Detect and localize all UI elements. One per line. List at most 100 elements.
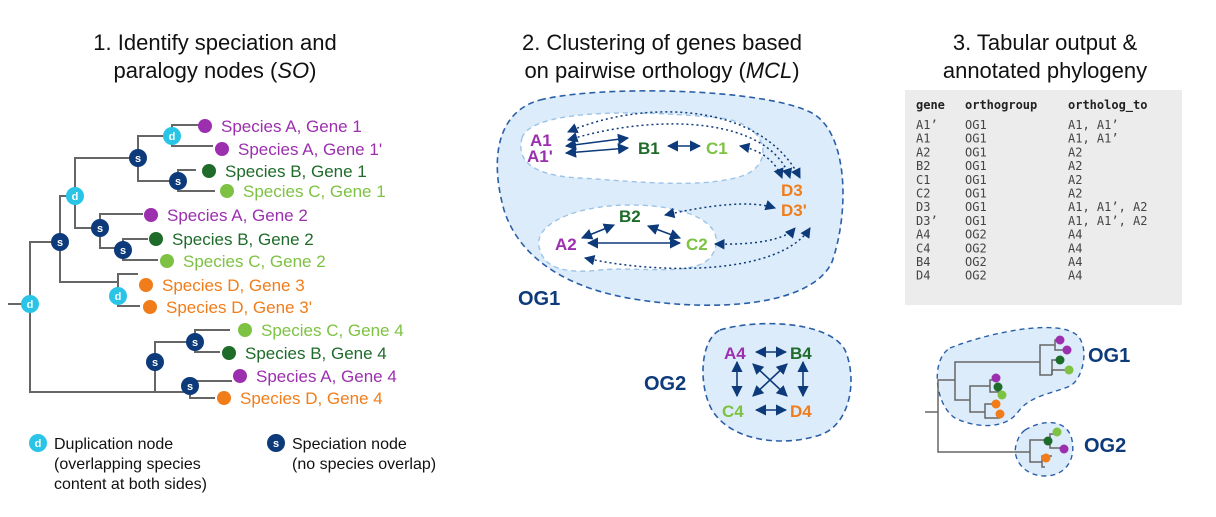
gene-b2: B2 bbox=[619, 207, 641, 226]
panel-1: 1. Identify speciation and paralogy node… bbox=[8, 30, 436, 493]
gene-a4: A4 bbox=[724, 344, 746, 363]
table-cell: OG2 bbox=[965, 228, 987, 242]
table-cell: OG1 bbox=[965, 200, 987, 214]
mini-leaf-dot bbox=[997, 390, 1007, 400]
table-cell: A1, A1’ bbox=[1068, 132, 1119, 146]
panel3-title-line1: 3. Tabular output & bbox=[953, 30, 1138, 55]
gene-c2: C2 bbox=[686, 235, 708, 254]
table-cell: A2 bbox=[1068, 187, 1082, 201]
mini-leaf-dot bbox=[1064, 365, 1074, 375]
panel2-title-line2: on pairwise orthology (MCL) bbox=[524, 58, 799, 83]
duplication-node: d bbox=[21, 295, 39, 313]
svg-text:d: d bbox=[115, 291, 122, 303]
gene-a1: A1 bbox=[530, 131, 552, 150]
og2-label: OG2 bbox=[644, 373, 686, 395]
table-cell: A2 bbox=[1068, 173, 1082, 187]
svg-text:s: s bbox=[192, 337, 198, 349]
mini-leaf-dot bbox=[1043, 436, 1053, 446]
leaf-dot bbox=[220, 184, 234, 198]
table-cell: A1’ bbox=[916, 118, 938, 132]
speciation-node: s bbox=[181, 377, 199, 395]
gene-b1: B1 bbox=[638, 139, 660, 158]
speciation-node: s bbox=[129, 149, 147, 167]
leaf-dot bbox=[217, 391, 231, 405]
table-cell: D3’ bbox=[916, 214, 938, 228]
leaf-dot bbox=[149, 232, 163, 246]
leaf-label: Species A, Gene 1 bbox=[221, 117, 362, 136]
legend-dup-line2: (overlapping species bbox=[54, 456, 201, 473]
table-cell: B4 bbox=[916, 255, 930, 269]
leaf-dot bbox=[143, 300, 157, 314]
table-header: gene bbox=[916, 98, 945, 112]
table-cell: B2 bbox=[916, 159, 930, 173]
table-cell: OG1 bbox=[965, 214, 987, 228]
table-cell: A4 bbox=[1068, 228, 1082, 242]
panel3-title-line2: annotated phylogeny bbox=[943, 58, 1147, 83]
table-cell: D4 bbox=[916, 269, 930, 283]
gene-c4: C4 bbox=[722, 402, 744, 421]
gene-a1p: A1' bbox=[527, 147, 553, 166]
leaf-label: Species C, Gene 1 bbox=[243, 182, 386, 201]
svg-text:d: d bbox=[169, 131, 176, 143]
leaf-dot bbox=[198, 119, 212, 133]
mini-leaf-dot bbox=[1041, 453, 1051, 463]
mini-leaf-dot bbox=[1052, 427, 1062, 437]
gene-d3p: D3' bbox=[781, 201, 807, 220]
gene-d4: D4 bbox=[790, 402, 812, 421]
table-cell: OG1 bbox=[965, 132, 987, 146]
leaf-label: Species A, Gene 4 bbox=[256, 367, 397, 386]
mini-leaf-dot bbox=[991, 399, 1001, 409]
og1-phylo-cluster bbox=[936, 326, 1085, 427]
gene-b4: B4 bbox=[790, 344, 812, 363]
table-cell: C4 bbox=[916, 241, 930, 255]
table-cell: C1 bbox=[916, 173, 930, 187]
legend-dup-line1: Duplication node bbox=[54, 436, 173, 453]
leaf-labels: Species A, Gene 1 Species A, Gene 1' Spe… bbox=[162, 117, 404, 408]
svg-text:s: s bbox=[135, 153, 141, 165]
svg-text:s: s bbox=[57, 237, 63, 249]
svg-text:s: s bbox=[120, 245, 126, 257]
leaf-label: Species A, Gene 1' bbox=[238, 140, 382, 159]
svg-text:d: d bbox=[72, 191, 79, 203]
og2-edges bbox=[731, 346, 809, 416]
table-cell: OG2 bbox=[965, 255, 987, 269]
table-cell: A1, A1’ bbox=[1068, 118, 1119, 132]
legend-duplication-icon: d bbox=[29, 434, 47, 452]
leaf-label: Species B, Gene 1 bbox=[225, 162, 367, 181]
svg-text:d: d bbox=[35, 438, 42, 450]
og2-cluster bbox=[702, 322, 852, 442]
mini-tree-dots bbox=[991, 335, 1074, 463]
mini-leaf-dot bbox=[1062, 345, 1072, 355]
mini-leaf-dot bbox=[995, 409, 1005, 419]
og1-label: OG1 bbox=[518, 288, 560, 310]
og2-phylo-label: OG2 bbox=[1084, 435, 1126, 457]
leaf-label: Species D, Gene 3 bbox=[162, 276, 305, 295]
leaf-dot bbox=[160, 254, 174, 268]
speciation-node: s bbox=[169, 172, 187, 190]
mini-leaf-dot bbox=[1055, 335, 1065, 345]
legend-spec-line2: (no species overlap) bbox=[292, 456, 436, 473]
svg-text:d: d bbox=[27, 299, 34, 311]
leaf-dots bbox=[139, 119, 252, 405]
gene-a2: A2 bbox=[555, 235, 577, 254]
table-cell: A2 bbox=[1068, 145, 1082, 159]
legend-dup-line3: content at both sides) bbox=[54, 476, 207, 493]
speciation-node: s bbox=[146, 353, 164, 371]
mini-leaf-dot bbox=[991, 373, 1001, 383]
mini-leaf-dot bbox=[1059, 444, 1069, 454]
table-header: orthogroup bbox=[965, 98, 1037, 112]
table-cell: OG2 bbox=[965, 269, 987, 283]
leaf-dot bbox=[233, 369, 247, 383]
mini-tree-branches bbox=[925, 339, 1068, 468]
table-cell: A1, A1’, A2 bbox=[1068, 214, 1147, 228]
svg-text:s: s bbox=[175, 176, 181, 188]
duplication-node: d bbox=[163, 127, 181, 145]
gene-d3: D3 bbox=[781, 181, 803, 200]
og1-phylo-label: OG1 bbox=[1088, 345, 1130, 367]
panel-2: 2. Clustering of genes based on pairwise… bbox=[496, 30, 852, 442]
table-cell: OG1 bbox=[965, 159, 987, 173]
speciation-node: s bbox=[186, 333, 204, 351]
leaf-dot bbox=[222, 346, 236, 360]
